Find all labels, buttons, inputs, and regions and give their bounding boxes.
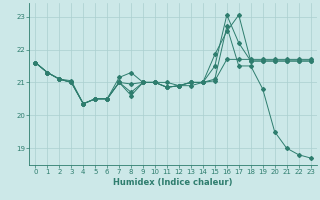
X-axis label: Humidex (Indice chaleur): Humidex (Indice chaleur) xyxy=(113,178,233,187)
